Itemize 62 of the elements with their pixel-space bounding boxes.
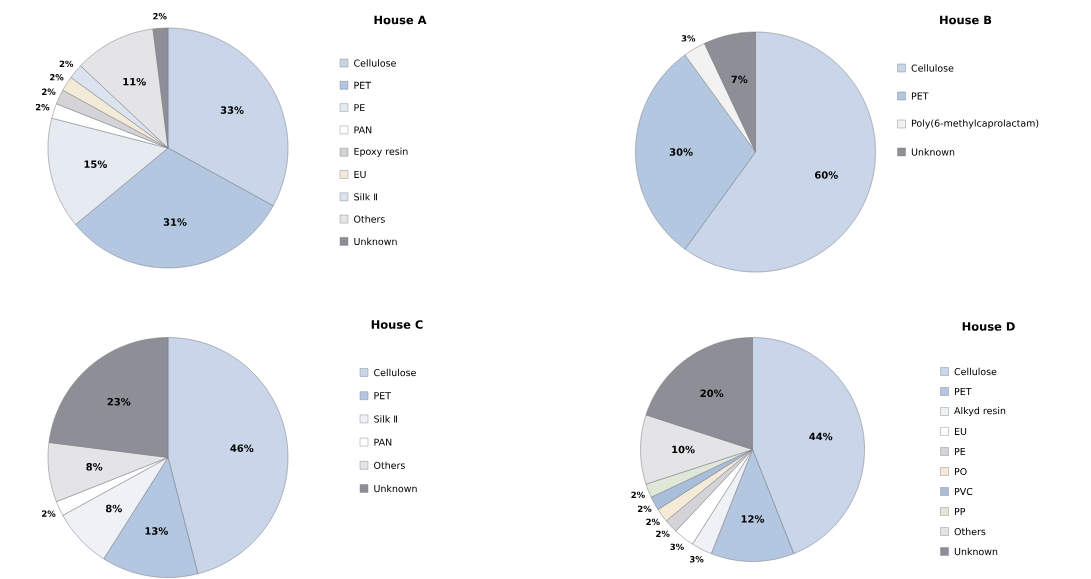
legend-label: Others	[354, 215, 385, 223]
legend-label: PET	[911, 92, 929, 100]
legend-label: Unknown	[374, 484, 417, 493]
data-label: 44%	[809, 432, 833, 441]
legend-label: PAN	[354, 126, 372, 134]
data-label: 31%	[163, 218, 187, 226]
legend-label: PET	[374, 392, 392, 400]
data-label: 3%	[689, 556, 704, 563]
data-label: 2%	[42, 88, 56, 95]
data-label: 11%	[123, 77, 146, 86]
data-label: 7%	[731, 75, 748, 84]
data-label: 33%	[220, 106, 244, 114]
chart-title: House A	[374, 15, 427, 25]
legend-label: EU	[354, 170, 366, 179]
data-label: 2%	[656, 530, 670, 538]
data-label: 8%	[105, 504, 122, 513]
data-label: 23%	[107, 397, 131, 406]
data-label: 2%	[631, 491, 645, 499]
data-label: 2%	[42, 510, 56, 517]
legend-label: PAN	[374, 438, 392, 446]
data-label: 2%	[35, 104, 50, 111]
data-label: 2%	[59, 60, 74, 68]
legend-label: Poly(6-methylcaprolactam)	[911, 119, 1039, 129]
data-label: 3%	[681, 35, 696, 42]
legend-label: EU	[954, 427, 967, 436]
legend-label: Unknown	[954, 547, 998, 556]
legend-label: Others	[954, 527, 986, 536]
data-label: 2%	[153, 13, 167, 20]
data-label: 10%	[672, 445, 695, 454]
legend-label: Unknown	[354, 237, 397, 246]
data-label: 3%	[670, 543, 684, 551]
legend-label: Silk Ⅱ	[374, 415, 398, 423]
legend-label: Epoxy resin	[354, 147, 408, 157]
data-label: 46%	[230, 444, 254, 452]
data-label: 2%	[50, 74, 64, 81]
data-label: 20%	[700, 389, 724, 398]
legend-label: PP	[954, 508, 966, 515]
chart-title: House B	[940, 15, 992, 25]
legend-label: Cellulose	[911, 64, 954, 72]
legend-label: PO	[954, 467, 967, 476]
legend-label: Alkyd resin	[954, 406, 1006, 417]
legend-label: Cellulose	[374, 368, 416, 377]
legend-label: Cellulose	[954, 367, 997, 376]
data-label: 60%	[814, 171, 838, 179]
data-label: 30%	[669, 148, 693, 156]
data-label: 2%	[638, 505, 652, 513]
data-label: 12%	[741, 515, 765, 523]
legend-label: PET	[954, 388, 972, 395]
legend-label: PE	[954, 448, 966, 455]
legend-label: Others	[374, 461, 405, 469]
chart-title: House D	[962, 322, 1015, 331]
data-label: 15%	[84, 160, 108, 168]
legend-label: PVC	[954, 487, 973, 496]
legend-label: Cellulose	[354, 59, 396, 67]
legend-label: Silk Ⅱ	[354, 193, 378, 201]
chart-title: House C	[371, 320, 423, 329]
legend-label: PE	[354, 104, 365, 112]
data-label: 8%	[86, 463, 103, 471]
data-label: 13%	[145, 527, 168, 535]
legend-label: PET	[354, 81, 372, 89]
legend-label: Unknown	[911, 148, 955, 156]
data-label: 2%	[646, 518, 660, 526]
